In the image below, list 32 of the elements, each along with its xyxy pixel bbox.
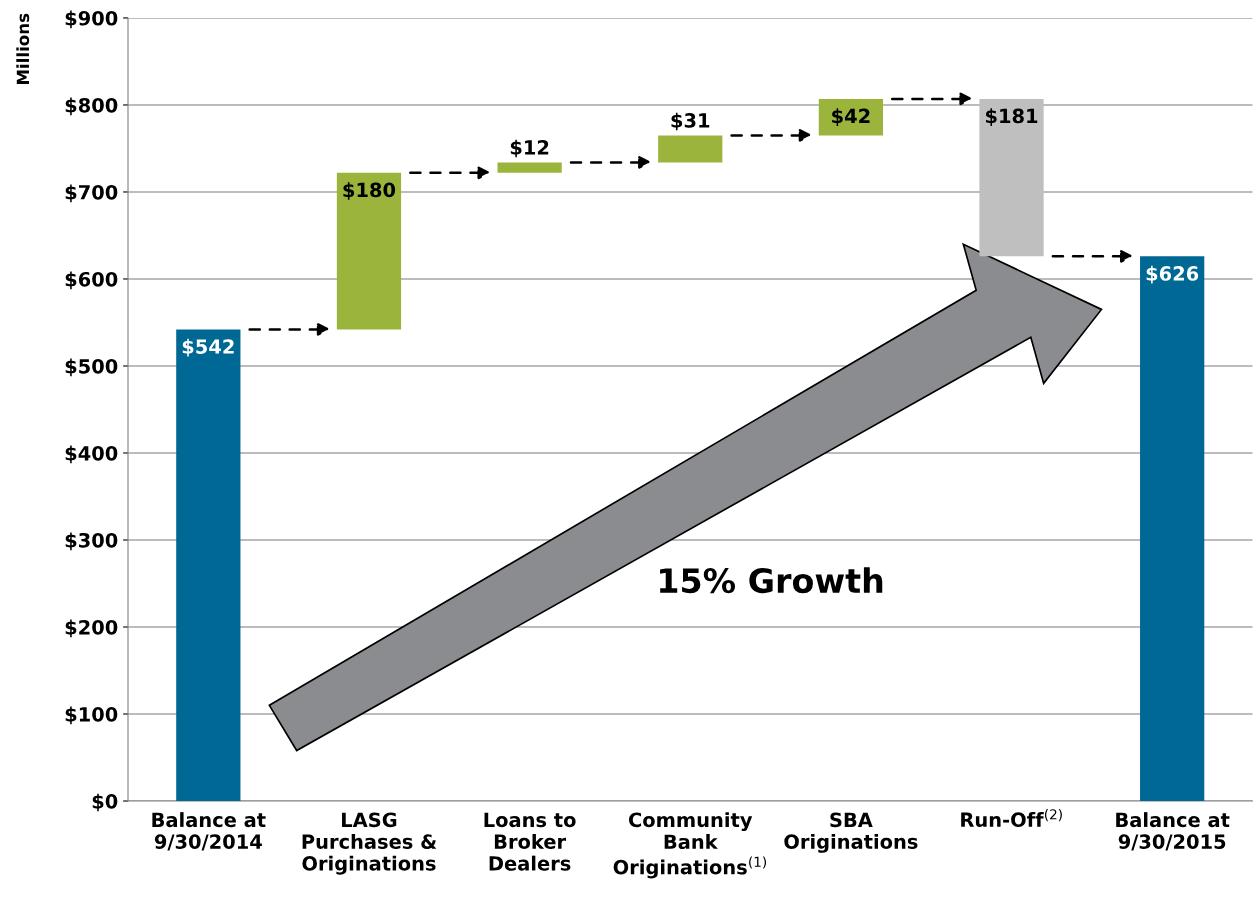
data-label: $181 [985, 108, 1038, 126]
y-tick-label: $400 [65, 445, 118, 464]
bar [176, 329, 241, 802]
bar [658, 135, 723, 163]
y-tick-label: $900 [65, 10, 118, 29]
y-axis-title: Millions [16, 13, 30, 85]
data-label: $542 [182, 338, 234, 357]
annotation: 15% Growth [660, 567, 883, 594]
x-tick-label: Community Bank Originations$^{(1)}$ [613, 812, 767, 879]
y-tick-label: $100 [65, 706, 118, 725]
x-tick-label: Balance at 9/30/2014 [152, 812, 266, 851]
data-label: $31 [671, 112, 710, 131]
data-label: $12 [510, 139, 549, 158]
bar [336, 172, 402, 330]
x-tick-label: SBA Originations [784, 812, 918, 853]
x-tick-label: Loans to Broker Dealers [484, 812, 576, 871]
data-label: $626 [1146, 265, 1199, 284]
bar [1140, 256, 1205, 802]
y-tick-label: $200 [65, 619, 118, 638]
data-label: $180 [343, 182, 396, 200]
bar [497, 162, 562, 173]
y-tick-label: $0 [92, 793, 118, 812]
y-tick-label: $800 [65, 97, 118, 116]
bar [979, 98, 1044, 257]
y-tick-label: $300 [65, 532, 118, 551]
y-tick-label: $600 [65, 271, 118, 290]
y-tick-label: $500 [65, 358, 118, 377]
y-tick-label: $700 [65, 184, 118, 203]
x-tick-label: Balance at 9/30/2015 [1116, 812, 1230, 851]
data-label: $42 [832, 108, 870, 126]
x-tick-label: Run-Off$^{(2)}$ [961, 809, 1062, 828]
x-tick-label: LASG Purchases & Originations [302, 812, 437, 875]
